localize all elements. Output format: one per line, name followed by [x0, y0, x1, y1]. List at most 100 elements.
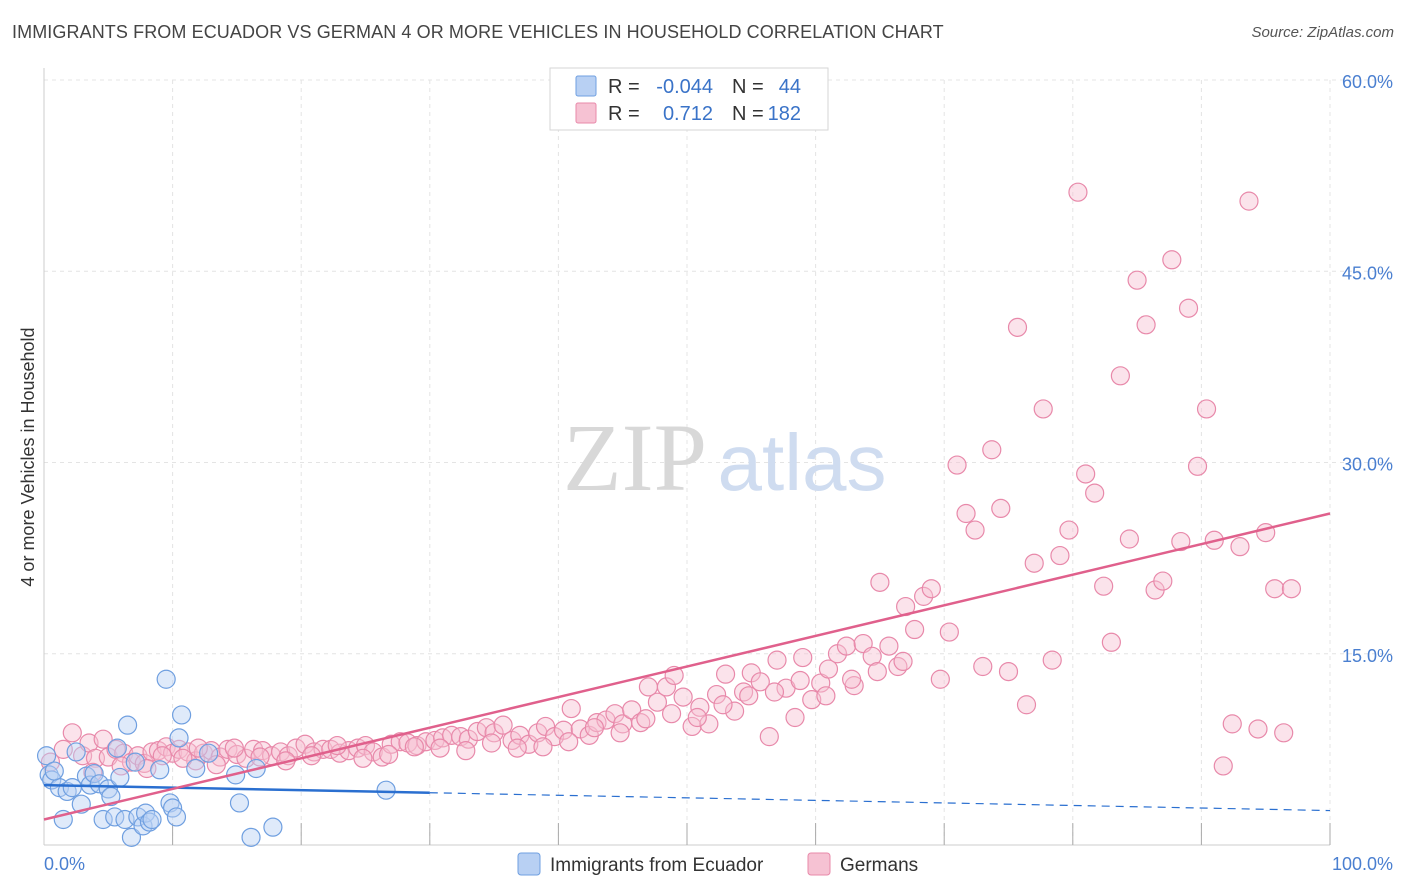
legend-n-label-ecuador: N =: [732, 76, 764, 98]
germans-point: [982, 440, 1002, 460]
stats-legend: R = -0.044 N = 44 R = 0.712 N = 182: [549, 67, 829, 131]
germans-point: [888, 656, 908, 677]
germans-point: [1127, 270, 1147, 290]
germans-point: [1265, 579, 1285, 599]
germans-point: [991, 498, 1011, 518]
germans-point: [914, 586, 934, 606]
ecuador-trend-line: [43, 783, 430, 794]
ecuador-point: [169, 728, 189, 748]
germans-point: [1153, 571, 1173, 591]
germans-point: [1213, 756, 1233, 776]
ecuador-point: [142, 809, 162, 830]
ecuador-point: [139, 812, 160, 832]
axes: [43, 68, 1331, 846]
germans-point: [759, 727, 779, 747]
germans-point: [715, 664, 736, 684]
germans-point: [673, 687, 693, 707]
germans-point: [173, 748, 193, 768]
germans-point: [687, 707, 707, 728]
germans-point: [1136, 315, 1156, 335]
y-tick-label: 15.0%: [1342, 646, 1393, 666]
y-axis-label: 4 or more Vehicles in Household: [18, 327, 38, 586]
germans-point: [790, 670, 810, 691]
ecuador-point: [186, 758, 206, 779]
ecuador-point: [36, 746, 57, 766]
source-label: Source: ZipAtlas.com: [1251, 24, 1394, 41]
ecuador-point: [150, 760, 170, 780]
ecuador-point: [199, 743, 219, 763]
germans-point: [785, 707, 805, 728]
germans-point: [1085, 483, 1105, 503]
ecuador-point: [241, 827, 261, 847]
germans-points: [40, 182, 1302, 782]
germans-point: [905, 619, 925, 640]
germans-point: [206, 755, 226, 775]
germans-point: [533, 737, 553, 757]
germans-point: [631, 712, 651, 733]
germans-point: [818, 659, 839, 679]
ecuador-point: [117, 715, 138, 735]
germans-point: [430, 738, 450, 758]
germans-point: [1222, 714, 1242, 734]
ecuador-point: [110, 767, 130, 788]
germans-point: [724, 701, 745, 721]
germans-point: [764, 682, 785, 702]
germans-point: [682, 716, 702, 737]
germans-point: [188, 738, 208, 758]
ecuador-point: [125, 752, 145, 772]
germans-point: [1016, 695, 1037, 715]
germans-point: [1230, 537, 1250, 557]
ecuador-point: [263, 817, 283, 837]
y-tick-label: 60.0%: [1342, 72, 1393, 92]
germans-point: [1162, 250, 1182, 270]
germans-point: [1119, 529, 1139, 549]
ecuador-point: [160, 793, 180, 813]
germans-point: [610, 723, 630, 743]
legend-n-value-ecuador: 44: [779, 76, 801, 98]
chart-title: IMMIGRANTS FROM ECUADOR VS GERMAN 4 OR M…: [12, 22, 944, 42]
germans-point: [218, 739, 238, 759]
germans-point: [62, 723, 82, 743]
germans-point: [870, 572, 890, 592]
legend-r-value-germans: 0.712: [663, 103, 713, 125]
germans-point: [152, 746, 172, 766]
germans-point: [1110, 366, 1130, 386]
germans-point: [1076, 464, 1096, 484]
legend-r-label-ecuador: R =: [608, 76, 640, 98]
grid: [44, 79, 1392, 845]
bottom-swatch-ecuador: [517, 852, 541, 876]
germans-point: [816, 686, 836, 706]
y-tick-label: 30.0%: [1342, 455, 1393, 475]
y-tick-label: 45.0%: [1342, 263, 1393, 283]
germans-point: [93, 729, 113, 749]
ecuador-point: [156, 669, 176, 689]
germans-point: [802, 690, 822, 710]
germans-point: [842, 669, 862, 689]
germans-point: [1007, 317, 1028, 337]
ecuador-point: [39, 765, 59, 785]
germans-point: [1178, 298, 1199, 318]
germans-point: [939, 622, 959, 642]
germans-point: [699, 714, 719, 734]
germans-point: [481, 733, 502, 753]
germans-point: [661, 704, 682, 724]
germans-point: [353, 748, 373, 768]
germans-point: [404, 737, 424, 757]
x-tick-label: 0.0%: [44, 854, 85, 874]
series-legend: Immigrants from Ecuador Germans: [517, 852, 918, 876]
germans-point: [793, 647, 813, 668]
watermark-atlas: atlas: [718, 418, 887, 507]
germans-point: [836, 636, 857, 656]
germans-point: [656, 677, 677, 697]
germans-point: [1171, 531, 1191, 552]
ecuador-trend-extension: [429, 792, 1331, 812]
bottom-label-germans: Germans: [840, 855, 918, 876]
legend-r-value-ecuador: -0.044: [656, 76, 713, 98]
germans-point: [1239, 191, 1259, 211]
germans-point: [750, 672, 770, 692]
ecuador-point: [107, 738, 127, 758]
germans-point: [739, 686, 759, 706]
germans-point: [553, 720, 574, 740]
germans-point: [1248, 719, 1268, 739]
